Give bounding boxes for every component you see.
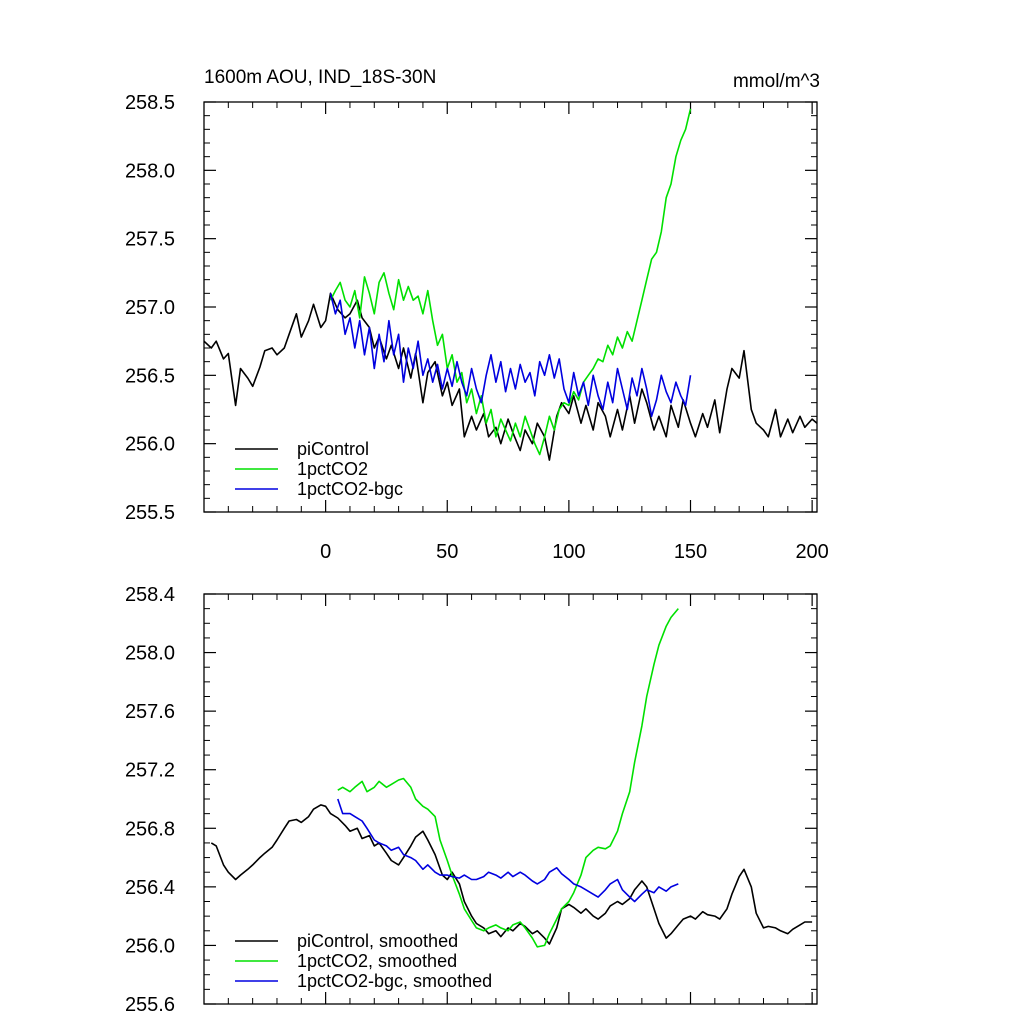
series-group-top — [203, 108, 818, 461]
legend-label: piControl — [297, 439, 369, 459]
y-tick-label: 255.6 — [125, 994, 175, 1016]
y-tick-label: 256.4 — [125, 877, 175, 899]
series-line-1pctco2 — [329, 108, 692, 456]
y-tick-label: 257.6 — [125, 701, 175, 723]
x-tick-label: 100 — [552, 541, 585, 563]
legend-label: 1pctCO2, smoothed — [297, 951, 457, 971]
legend-label: piControl, smoothed — [297, 931, 458, 951]
y-tick-label: 258.0 — [125, 160, 175, 182]
legend-label: 1pctCO2-bgc, smoothed — [297, 971, 492, 991]
series-line-1pctco2-smoothed — [337, 608, 679, 948]
y-tick-label: 255.5 — [125, 502, 175, 524]
y-tick-label: 256.8 — [125, 818, 175, 840]
y-tick-label: 258.5 — [125, 92, 175, 114]
x-tick-label: 0 — [320, 541, 331, 563]
chart-title: 1600m AOU, IND_18S-30N — [204, 67, 436, 88]
series-group-bottom — [210, 608, 813, 948]
y-tick-labels-top: 255.5 256.0 256.5 257.0 257.5 258.0 258.5 — [125, 92, 175, 524]
bottom-panel: 255.6 256.0 256.4 256.8 257.2 257.6 258.0 258.4… — [125, 584, 818, 1016]
y-tick-label: 256.0 — [125, 434, 175, 456]
y-tick-label: 258.0 — [125, 643, 175, 665]
legend-label: 1pctCO2 — [297, 459, 368, 479]
plot-frame-bottom — [203, 593, 818, 1005]
axis-ticks-bottom — [204, 593, 817, 1005]
series-line-1pctco2-bgc-smoothed — [337, 798, 679, 903]
top-panel: 1600m AOU, IND_18S-30N mmol/m^3 0 50 100 15… — [125, 67, 829, 563]
y-tick-label: 256.5 — [125, 365, 175, 387]
x-tick-label: 150 — [674, 541, 707, 563]
x-tick-label: 200 — [795, 541, 828, 563]
y-tick-label: 257.2 — [125, 760, 175, 782]
y-tick-label: 257.5 — [125, 229, 175, 251]
series-line-picontrol-smoothed — [210, 804, 813, 945]
y-tick-label: 258.4 — [125, 584, 175, 606]
axis-ticks-top — [204, 101, 817, 513]
x-tick-labels-top: 0 50 100 150 200 — [320, 541, 829, 563]
y-tick-labels-bottom: 255.6 256.0 256.4 256.8 257.2 257.6 258.0 258.4 — [125, 584, 175, 1016]
plot-frame-top — [203, 101, 818, 513]
series-line-1pctco2-bgc — [329, 293, 692, 418]
x-tick-label: 50 — [436, 541, 458, 563]
legend-label: 1pctCO2-bgc — [297, 479, 403, 499]
y-tick-label: 257.0 — [125, 297, 175, 319]
series-line-picontrol — [203, 292, 818, 461]
units-label: mmol/m^3 — [733, 71, 820, 92]
y-tick-label: 256.0 — [125, 935, 175, 957]
